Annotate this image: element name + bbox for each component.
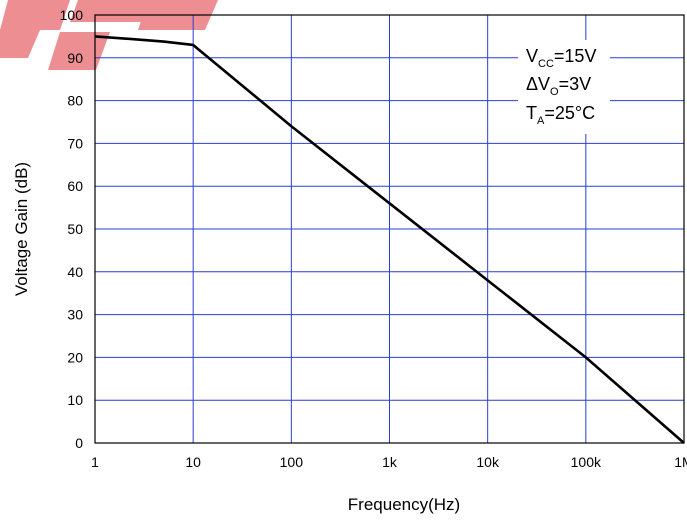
y-tick-label: 10 [67, 392, 83, 408]
y-tick-label: 50 [67, 221, 83, 237]
series-layer [94, 35, 685, 444]
y-tick-label: 40 [67, 264, 83, 280]
annotation-delta-vo: ΔVO=3V [526, 74, 591, 98]
x-tick-label: 100 [280, 454, 304, 470]
y-tick-label: 20 [67, 349, 83, 365]
y-tick-label: 90 [67, 50, 83, 66]
x-tick-label: 1k [382, 454, 398, 470]
x-axis-label: Frequency(Hz) [348, 495, 460, 514]
y-tick-label: 0 [75, 435, 83, 451]
plot-frame [94, 14, 685, 444]
x-tick-label: 10k [476, 454, 500, 470]
x-tick-label: 100k [571, 454, 602, 470]
y-tick-label: 80 [67, 93, 83, 109]
annotation-vcc: VCC=15V [526, 46, 596, 70]
y-tick-label: 30 [67, 307, 83, 323]
conditions-annotation: VCC=15V ΔVO=3V TA=25°C [518, 40, 610, 134]
annotation-ta: TA=25°C [526, 103, 595, 127]
series-line-0 [94, 35, 685, 444]
x-axis-ticks: 1 10 100 1k 10k 100k 1M [91, 454, 687, 470]
annotation-background [518, 40, 610, 134]
y-axis-label: Voltage Gain (dB) [12, 162, 31, 296]
watermark-logo [0, 0, 218, 70]
x-tick-label: 1 [91, 454, 99, 470]
x-tick-label: 1M [674, 454, 687, 470]
y-tick-label: 100 [60, 7, 84, 23]
x-tick-label: 10 [185, 454, 201, 470]
y-axis-ticks: 0 10 20 30 40 50 60 70 80 90 100 [60, 7, 84, 451]
y-tick-label: 60 [67, 178, 83, 194]
y-tick-label: 70 [67, 135, 83, 151]
